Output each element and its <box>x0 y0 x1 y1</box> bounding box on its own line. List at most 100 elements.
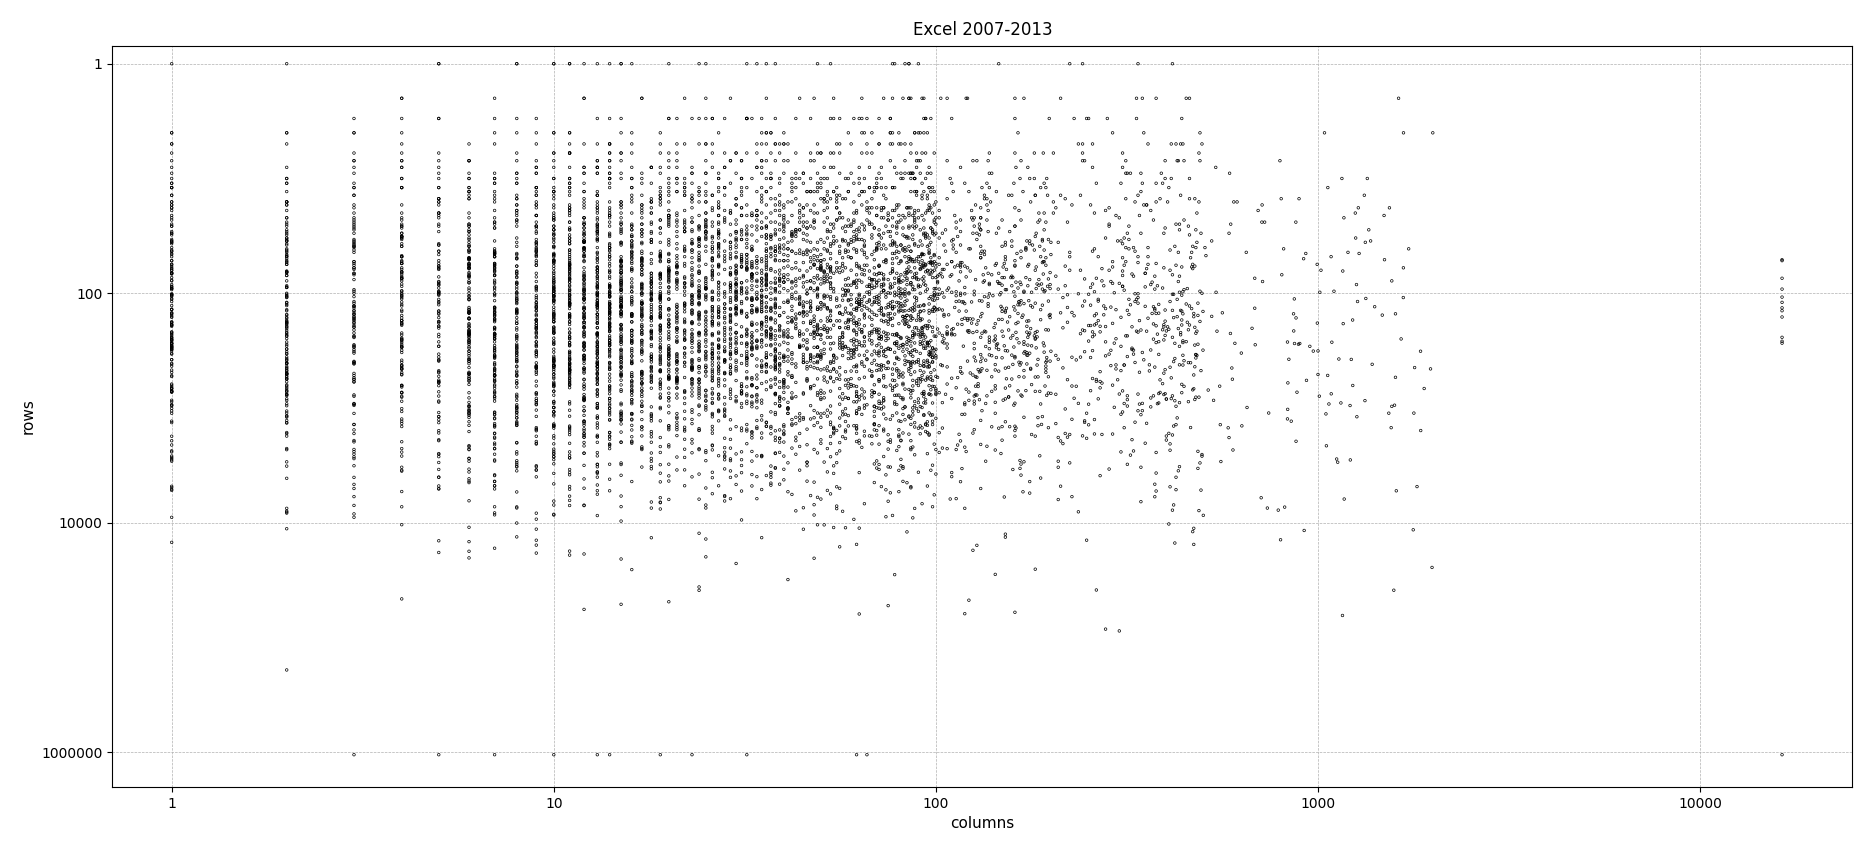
Point <box>1032 188 1062 202</box>
Point <box>901 294 931 308</box>
Point <box>157 302 187 316</box>
Point <box>965 222 995 235</box>
Point <box>768 261 798 274</box>
Point <box>627 237 657 250</box>
Point <box>637 400 667 414</box>
Point <box>453 256 483 270</box>
Point <box>819 348 848 362</box>
Point <box>704 388 734 401</box>
Point <box>809 319 839 332</box>
Point <box>539 147 569 160</box>
Point <box>583 340 612 354</box>
Point <box>1010 346 1040 360</box>
Point <box>991 262 1021 276</box>
Point <box>751 279 781 292</box>
Point <box>764 204 794 217</box>
Point <box>1133 250 1163 263</box>
Point <box>989 271 1019 285</box>
Point <box>824 299 854 313</box>
Point <box>539 292 569 306</box>
Point <box>704 311 734 325</box>
Point <box>732 329 762 343</box>
Point <box>339 181 369 194</box>
Point <box>815 314 845 328</box>
Point <box>850 330 880 343</box>
Point <box>386 297 416 311</box>
Point <box>1135 343 1165 357</box>
Point <box>830 373 860 387</box>
Point <box>929 291 959 304</box>
Point <box>697 342 727 355</box>
Point <box>774 406 804 420</box>
Point <box>796 261 826 274</box>
Point <box>903 300 933 314</box>
Point <box>736 303 766 317</box>
Point <box>884 364 914 377</box>
Point <box>968 268 998 281</box>
Point <box>751 268 781 281</box>
Point <box>959 397 989 411</box>
Point <box>684 345 714 359</box>
Point <box>272 234 302 248</box>
Point <box>1167 314 1197 327</box>
Point <box>899 283 929 296</box>
Point <box>1036 387 1066 400</box>
Point <box>721 213 751 227</box>
Point <box>691 324 721 337</box>
Point <box>942 443 972 457</box>
Point <box>1000 325 1030 339</box>
Point <box>862 242 892 256</box>
Point <box>1111 241 1141 255</box>
Point <box>627 204 657 217</box>
Point <box>991 527 1021 541</box>
Point <box>912 319 942 332</box>
Point <box>1116 448 1146 462</box>
Point <box>627 254 657 268</box>
Point <box>785 341 815 354</box>
Point <box>895 265 925 279</box>
Point <box>897 331 927 344</box>
Point <box>905 304 935 318</box>
Point <box>802 324 832 337</box>
Point <box>805 296 835 309</box>
Point <box>1026 397 1056 411</box>
Point <box>847 262 877 276</box>
Point <box>616 324 646 337</box>
Point <box>1028 256 1058 269</box>
Point <box>890 269 920 283</box>
Point <box>453 551 483 565</box>
Point <box>453 253 483 267</box>
Point <box>792 455 822 469</box>
Point <box>721 273 751 287</box>
Point <box>805 352 835 366</box>
Point <box>721 277 751 291</box>
Point <box>824 333 854 347</box>
Point <box>841 325 871 339</box>
Point <box>569 277 599 291</box>
Point <box>873 309 903 323</box>
Point <box>955 242 985 256</box>
Point <box>569 284 599 297</box>
Point <box>1011 242 1041 256</box>
Point <box>637 267 667 280</box>
Point <box>1766 272 1796 285</box>
Point <box>272 416 302 429</box>
Point <box>908 360 938 373</box>
Point <box>539 315 569 329</box>
Point <box>607 353 637 366</box>
Point <box>920 249 950 262</box>
Point <box>936 326 966 340</box>
Point <box>867 358 897 371</box>
Point <box>1008 308 1038 322</box>
Point <box>479 418 509 432</box>
Point <box>996 348 1026 362</box>
Point <box>676 245 706 259</box>
Point <box>963 389 993 402</box>
Point <box>1182 206 1212 220</box>
Point <box>721 355 751 369</box>
Point <box>339 323 369 337</box>
Point <box>671 91 701 105</box>
Point <box>637 325 667 339</box>
Point <box>768 435 798 449</box>
Point <box>594 399 624 412</box>
